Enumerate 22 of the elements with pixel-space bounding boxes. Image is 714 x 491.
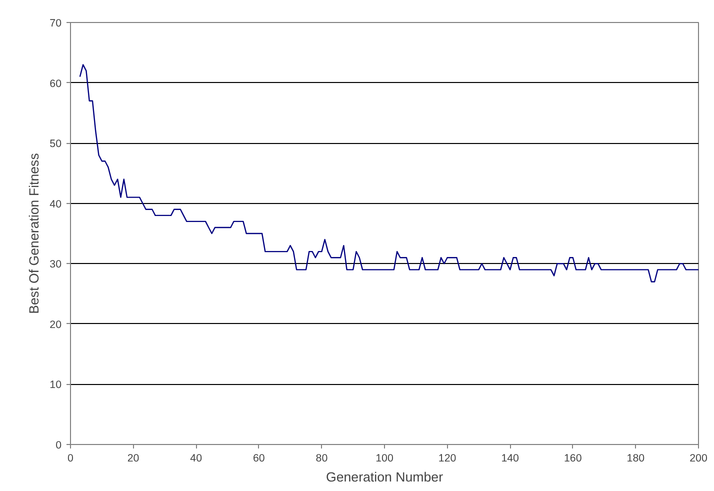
y-tick-label: 10 [50,379,62,392]
line-series [79,64,698,282]
x-tick-label: 0 [68,452,74,464]
y-tick-label: 60 [50,78,62,90]
x-tick-label: 60 [252,452,265,464]
x-tick-label: 80 [316,452,328,464]
x-tick-label: 160 [564,452,582,464]
x-tick-label: 20 [127,452,140,464]
y-tick-label: 20 [50,318,62,331]
y-tick-label: 50 [50,138,62,150]
y-tick-label: 0 [56,440,62,452]
x-tick-label: 40 [190,452,202,464]
y-tick-label: 70 [50,18,62,30]
x-tick-label: 100 [376,452,394,464]
x-axis-title: Generation Number [326,470,444,484]
y-tick-label: 40 [50,198,62,210]
x-tick-label: 180 [626,452,645,464]
x-tick-label: 140 [501,452,520,464]
y-tick-label: 30 [50,258,62,271]
x-tick-label: 200 [690,452,708,464]
y-axis-title: Best Of Generation Fitness [26,152,42,314]
x-tick-label: 120 [438,452,456,464]
